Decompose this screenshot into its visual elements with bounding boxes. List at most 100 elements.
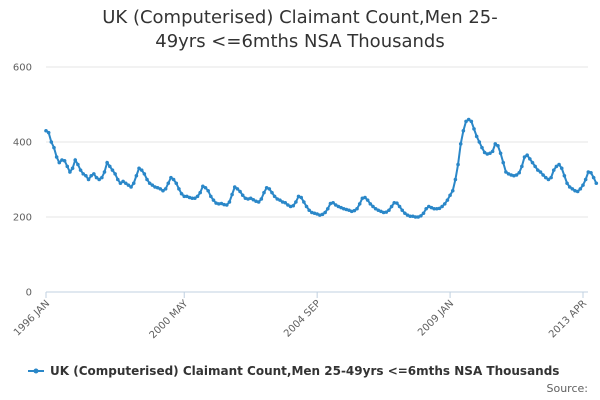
point: [270, 190, 274, 195]
point: [100, 175, 104, 180]
point: [445, 198, 450, 202]
point: [458, 142, 463, 146]
point: [142, 172, 147, 176]
point: [54, 155, 59, 159]
point: [108, 164, 112, 169]
point: [105, 160, 109, 165]
point: [536, 168, 540, 172]
point: [163, 187, 168, 191]
y-tick-label: 400: [13, 138, 32, 149]
point: [371, 204, 375, 209]
point: [357, 202, 362, 206]
point: [520, 164, 524, 169]
point: [397, 204, 402, 209]
point: [466, 117, 471, 122]
point: [387, 208, 391, 213]
point: [368, 202, 373, 206]
point: [227, 200, 232, 204]
point: [403, 211, 407, 216]
point: [578, 187, 583, 191]
point: [137, 166, 141, 171]
point: [363, 195, 367, 200]
point: [81, 172, 86, 176]
point: [171, 177, 176, 182]
x-tick-label: 2009 JAN: [416, 298, 456, 338]
point: [490, 149, 495, 154]
point: [591, 175, 596, 180]
point: [78, 168, 83, 172]
point: [434, 206, 439, 211]
legend-label: UK (Computerised) Claimant Count,Men 25-…: [50, 364, 559, 378]
point: [294, 200, 298, 204]
source: Source:: [547, 382, 589, 395]
point: [235, 187, 240, 191]
point: [49, 140, 54, 144]
point: [589, 170, 593, 175]
point: [474, 134, 479, 139]
point: [52, 145, 56, 150]
point: [567, 185, 572, 189]
point: [68, 170, 72, 174]
point: [440, 204, 444, 209]
point: [559, 166, 564, 171]
point: [325, 206, 330, 211]
point: [238, 189, 242, 194]
point: [182, 194, 187, 199]
point: [461, 128, 466, 133]
point: [89, 173, 93, 178]
point: [448, 193, 452, 198]
point: [472, 127, 476, 131]
point: [73, 158, 78, 162]
point: [480, 145, 484, 150]
point: [123, 181, 128, 186]
point: [166, 181, 171, 186]
y-tick-label: 0: [26, 288, 32, 299]
point: [365, 198, 370, 202]
point: [115, 177, 120, 182]
point: [381, 210, 386, 215]
point: [581, 183, 585, 187]
point: [201, 184, 205, 189]
point: [528, 157, 532, 161]
point: [562, 173, 567, 178]
chart-title: UK (Computerised) Claimant Count,Men 25-…: [102, 7, 498, 52]
x-tick-label: 1996 JAN: [12, 298, 52, 338]
point: [570, 187, 575, 191]
point: [432, 206, 436, 211]
point: [216, 202, 221, 206]
point: [291, 203, 296, 208]
point: [331, 200, 335, 205]
point: [442, 202, 447, 206]
x-tick-label: 2004 SEP: [282, 298, 323, 339]
point: [158, 187, 163, 191]
point: [496, 143, 500, 148]
point: [147, 181, 152, 186]
point: [408, 214, 413, 219]
point: [232, 185, 237, 189]
point: [514, 173, 519, 177]
point: [129, 185, 133, 189]
point: [482, 150, 487, 155]
point: [437, 206, 442, 211]
point: [551, 168, 556, 172]
point: [57, 160, 62, 165]
point: [272, 194, 277, 199]
point: [278, 198, 282, 202]
point: [543, 175, 548, 180]
point: [230, 192, 234, 197]
point: [307, 208, 311, 213]
point: [594, 181, 599, 186]
point: [525, 153, 529, 157]
point: [323, 210, 327, 215]
point: [65, 164, 70, 169]
point: [46, 130, 51, 135]
point: [333, 203, 338, 207]
point: [97, 177, 101, 182]
point: [248, 196, 253, 201]
point: [583, 177, 588, 182]
point: [118, 181, 123, 186]
point: [450, 188, 455, 193]
point: [139, 168, 144, 172]
